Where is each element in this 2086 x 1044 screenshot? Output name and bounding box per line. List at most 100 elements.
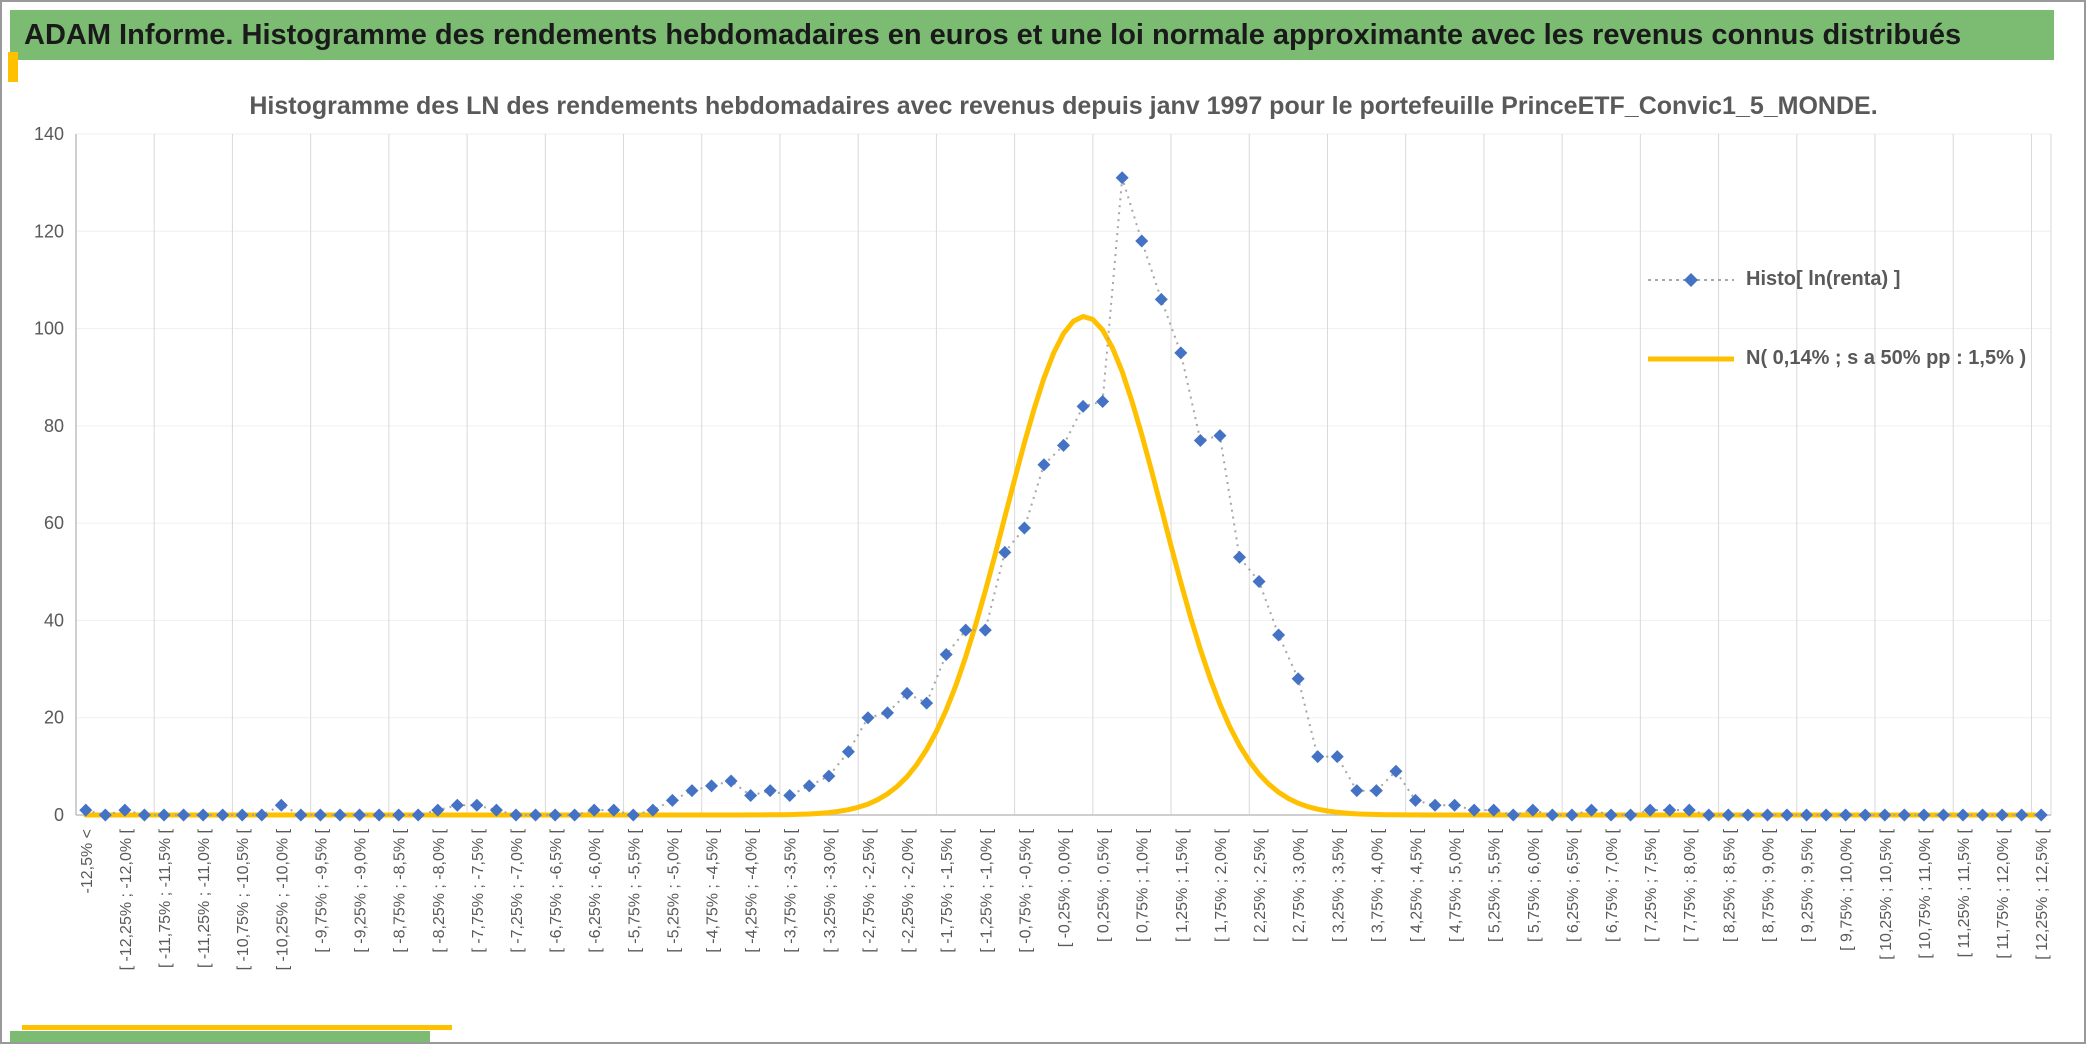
histogram-point[interactable] [1995, 808, 2009, 822]
histogram-point[interactable] [626, 808, 640, 822]
histogram-point[interactable] [118, 803, 132, 817]
histogram-point[interactable] [196, 808, 210, 822]
histogram-point[interactable] [1819, 808, 1833, 822]
histogram-point[interactable] [1878, 808, 1892, 822]
histogram-point[interactable] [1545, 808, 1559, 822]
histogram-point[interactable] [841, 745, 855, 759]
histogram-point[interactable] [646, 803, 660, 817]
histogram-point[interactable] [1643, 803, 1657, 817]
histogram-point[interactable] [1741, 808, 1755, 822]
histogram-point[interactable] [978, 623, 992, 637]
histogram-point[interactable] [431, 803, 445, 817]
histogram-point[interactable] [783, 789, 797, 803]
histogram-point[interactable] [1350, 784, 1364, 798]
histogram-point[interactable] [705, 779, 719, 793]
histogram-point[interactable] [1956, 808, 1970, 822]
histogram-point[interactable] [1408, 793, 1422, 807]
histogram-point[interactable] [1291, 672, 1305, 686]
histogram-point[interactable] [939, 647, 953, 661]
histogram-point[interactable] [1174, 346, 1188, 360]
histogram-point[interactable] [1428, 798, 1442, 812]
histogram-point[interactable] [724, 774, 738, 788]
histogram-point[interactable] [1604, 808, 1618, 822]
histogram-point[interactable] [1702, 808, 1716, 822]
histogram-point[interactable] [1584, 803, 1598, 817]
histogram-point[interactable] [1252, 575, 1266, 589]
histogram-point[interactable] [255, 808, 269, 822]
histogram-point[interactable] [1272, 628, 1286, 642]
histogram-point[interactable] [353, 808, 367, 822]
histogram-point[interactable] [1624, 808, 1638, 822]
histogram-point[interactable] [1057, 438, 1070, 452]
histogram-point[interactable] [881, 706, 895, 720]
histogram-point[interactable] [607, 803, 621, 817]
histogram-point[interactable] [98, 808, 112, 822]
histogram-point[interactable] [79, 803, 93, 817]
histogram-point[interactable] [587, 803, 601, 817]
histogram-point[interactable] [1936, 808, 1950, 822]
histogram-point[interactable] [1721, 808, 1735, 822]
legend-item-histogram[interactable]: Histo[ ln(renta) ] [1648, 268, 2026, 291]
histogram-point[interactable] [489, 803, 503, 817]
histogram-point[interactable] [411, 808, 425, 822]
histogram-point[interactable] [1037, 458, 1051, 472]
histogram-point[interactable] [685, 784, 699, 798]
histogram-point[interactable] [1506, 808, 1520, 822]
histogram-point[interactable] [1448, 798, 1462, 812]
histogram-point[interactable] [1115, 171, 1129, 185]
histogram-point[interactable] [1800, 808, 1814, 822]
histogram-point[interactable] [216, 808, 230, 822]
histogram-point[interactable] [1897, 808, 1911, 822]
histogram-point[interactable] [274, 798, 288, 812]
histogram-point[interactable] [392, 808, 406, 822]
histogram-point[interactable] [157, 808, 171, 822]
histogram-point[interactable] [235, 808, 249, 822]
legend-item-normal[interactable]: N( 0,14% ; s a 50% pp : 1,5% ) [1648, 347, 2026, 370]
histogram-point[interactable] [137, 808, 151, 822]
histogram-point[interactable] [1976, 808, 1990, 822]
histogram-point[interactable] [1076, 399, 1090, 413]
histogram-point[interactable] [372, 808, 386, 822]
histogram-point[interactable] [1135, 234, 1149, 248]
histogram-point[interactable] [568, 808, 582, 822]
histogram-point[interactable] [665, 793, 679, 807]
histogram-point[interactable] [1154, 292, 1168, 306]
histogram-point[interactable] [920, 696, 934, 710]
histogram-point[interactable] [998, 545, 1012, 559]
histogram-point[interactable] [1330, 750, 1344, 764]
histogram-point[interactable] [1096, 395, 1110, 409]
histogram-point[interactable] [177, 808, 191, 822]
histogram-point[interactable] [1663, 803, 1677, 817]
histogram-point[interactable] [900, 686, 914, 700]
histogram-point[interactable] [959, 623, 973, 637]
histogram-point[interactable] [548, 808, 562, 822]
histogram-point[interactable] [763, 784, 777, 798]
normal-curve[interactable] [83, 314, 2044, 818]
histogram-point[interactable] [1526, 803, 1540, 817]
histogram-point[interactable] [2015, 808, 2029, 822]
histogram-point[interactable] [1917, 808, 1931, 822]
histogram-point[interactable] [313, 808, 327, 822]
histogram-point[interactable] [1017, 521, 1031, 535]
histogram-point[interactable] [1858, 808, 1872, 822]
histogram-point[interactable] [744, 789, 758, 803]
histogram-point[interactable] [509, 808, 523, 822]
histogram-point[interactable] [333, 808, 347, 822]
histogram-point[interactable] [1213, 429, 1227, 443]
histogram-point[interactable] [294, 808, 308, 822]
histogram-point[interactable] [1780, 808, 1794, 822]
histogram-point[interactable] [1467, 803, 1481, 817]
histogram-point[interactable] [1389, 764, 1403, 778]
histogram-point[interactable] [529, 808, 543, 822]
histogram-point[interactable] [1760, 808, 1774, 822]
histogram-point[interactable] [470, 798, 484, 812]
histogram-point[interactable] [1682, 803, 1696, 817]
histogram-point[interactable] [2034, 808, 2048, 822]
histogram-point[interactable] [1232, 550, 1246, 564]
histogram-point[interactable] [1487, 803, 1501, 817]
histogram-point[interactable] [1839, 808, 1853, 822]
histogram-point[interactable] [822, 769, 836, 783]
histogram-point[interactable] [802, 779, 816, 793]
histogram-point[interactable] [1311, 750, 1325, 764]
histogram-point[interactable] [1565, 808, 1579, 822]
